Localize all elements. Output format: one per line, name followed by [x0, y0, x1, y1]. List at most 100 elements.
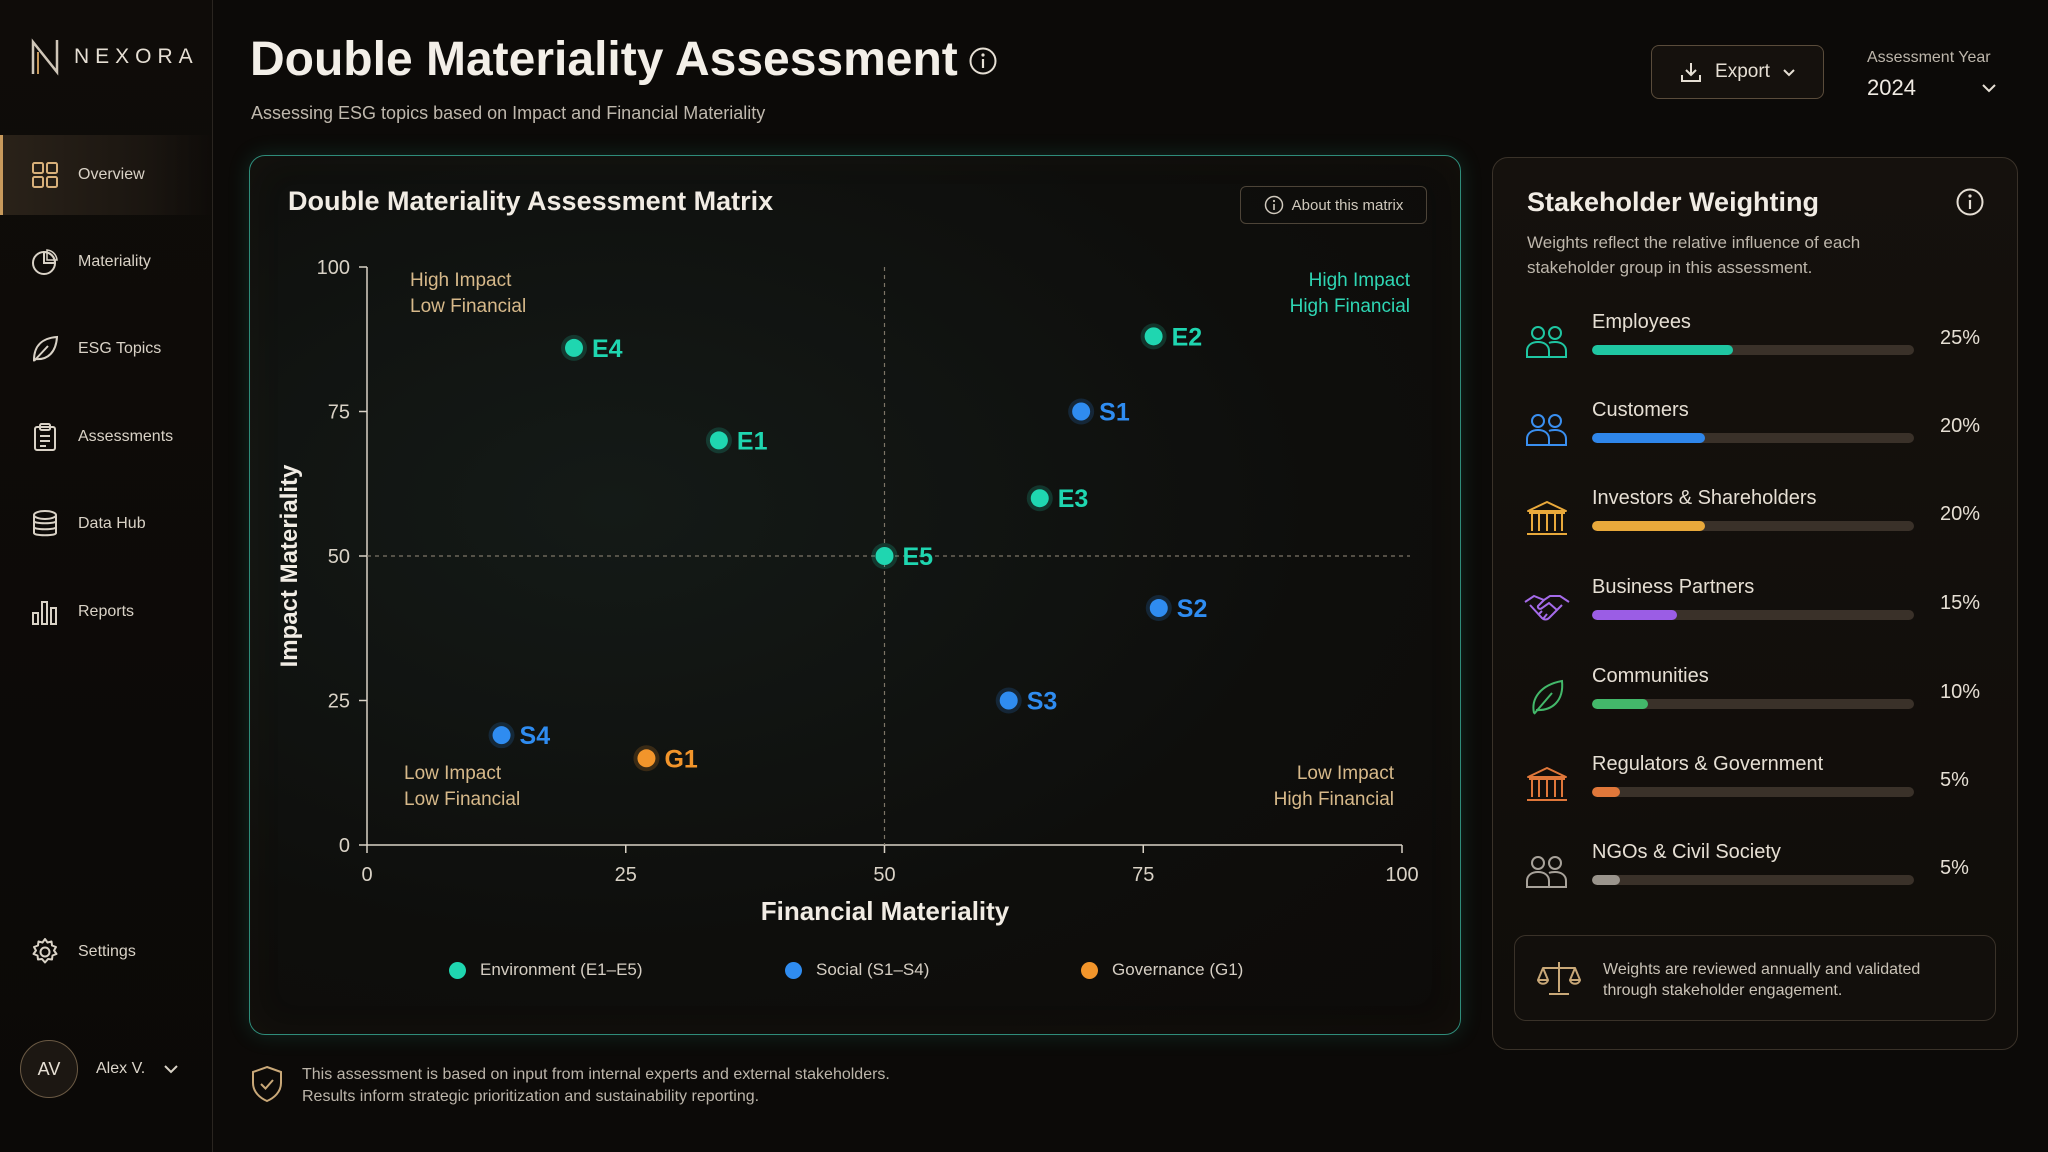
materiality-matrix-chart: High Impact Low Financial High Impact Hi… — [276, 257, 1419, 926]
stakeholder-weight-value: 10% — [1940, 681, 1981, 703]
page-title: Double Materiality Assessment — [250, 33, 958, 86]
data-point-marker — [1144, 327, 1163, 346]
clipboard-icon — [34, 423, 56, 451]
about-matrix-button[interactable]: About this matrix — [1240, 186, 1427, 224]
data-point-marker — [1149, 599, 1168, 618]
sidebar-item-overview[interactable]: Overview — [0, 135, 213, 215]
chevron-down-icon — [1783, 68, 1795, 76]
x-tick-label: 50 — [873, 864, 895, 886]
users-icon — [1522, 323, 1572, 363]
stakeholder-row: Business Partners 15% — [1522, 576, 1982, 636]
stakeholder-name: Business Partners — [1592, 576, 1755, 598]
info-icon[interactable] — [968, 46, 998, 76]
brand-logo[interactable]: NEXORA — [30, 38, 199, 76]
users-icon — [1522, 411, 1572, 451]
sidebar-item-esg-topics[interactable]: ESG Topics — [0, 309, 213, 389]
data-point-g1[interactable]: G1 — [633, 745, 698, 773]
data-point-label: E5 — [903, 543, 934, 571]
data-point-label: E3 — [1058, 485, 1089, 513]
data-point-e2[interactable]: E2 — [1140, 323, 1203, 351]
leaf-icon — [1522, 677, 1572, 717]
weights-note-text: Weights are reviewed annually and valida… — [1603, 961, 1921, 999]
quadrant-label-top-right: High Impact — [1309, 270, 1411, 291]
y-tick-label: 0 — [339, 835, 350, 857]
stakeholder-weight-bar — [1592, 433, 1914, 443]
legend-dot-social — [785, 961, 802, 979]
stakeholder-weight-value: 5% — [1940, 769, 1969, 791]
data-point-e1[interactable]: E1 — [705, 427, 768, 455]
sidebar-item-assessments[interactable]: Assessments — [0, 397, 213, 477]
stakeholder-weight-value: 20% — [1940, 503, 1981, 525]
page-subtitle: Assessing ESG topics based on Impact and… — [251, 103, 766, 123]
data-point-e3[interactable]: E3 — [1026, 485, 1089, 513]
x-axis-title: Financial Materiality — [761, 896, 1010, 926]
about-matrix-label: About this matrix — [1291, 196, 1404, 214]
stakeholder-weight-bar — [1592, 787, 1914, 797]
stakeholder-weight-fill — [1592, 875, 1621, 885]
assessment-year-value: 2024 — [1867, 75, 1916, 100]
sidebar-item-materiality[interactable]: Materiality — [0, 222, 213, 302]
sidebar-item-data-hub[interactable]: Data Hub — [0, 484, 213, 564]
quadrant-label-bottom-right: High Financial — [1274, 789, 1394, 810]
data-point-label: G1 — [664, 745, 697, 773]
sidebar-item-reports[interactable]: Reports — [0, 572, 213, 652]
stakeholder-row: Customers 20% — [1522, 399, 1982, 459]
stakeholder-weight-fill — [1592, 787, 1621, 797]
x-tick-label: 100 — [1385, 864, 1418, 886]
y-tick-label: 75 — [328, 402, 350, 424]
data-point-marker — [1030, 489, 1049, 508]
data-point-label: E2 — [1172, 323, 1203, 351]
data-point-s4[interactable]: S4 — [488, 722, 551, 750]
stakeholder-name: NGOs & Civil Society — [1592, 841, 1781, 863]
stakeholder-weight-fill — [1592, 699, 1649, 709]
scale-icon — [1537, 962, 1581, 995]
sidebar: NEXORA Overview Materiality ESG Topics — [0, 0, 213, 1152]
data-point-marker — [637, 749, 656, 768]
data-point-marker — [565, 338, 583, 357]
info-icon[interactable] — [1955, 187, 1985, 217]
data-point-marker — [492, 726, 511, 745]
legend-item-environment: Environment (E1–E5) — [449, 960, 643, 980]
sidebar-item-label: Reports — [78, 603, 135, 620]
shield-check-icon — [252, 1065, 282, 1103]
legend-label: Environment (E1–E5) — [480, 960, 643, 979]
bar-chart-icon — [32, 601, 57, 625]
matrix-title: Double Materiality Assessment Matrix — [288, 186, 774, 216]
quadrant-label-top-right: High Financial — [1290, 296, 1410, 317]
sidebar-item-label: Settings — [78, 943, 136, 960]
data-point-s2[interactable]: S2 — [1145, 595, 1208, 623]
assessment-year-select[interactable]: 2024 — [1867, 72, 1997, 104]
data-point-marker — [1072, 402, 1091, 421]
data-point-label: S2 — [1177, 595, 1208, 623]
user-menu[interactable]: AV Alex V. — [20, 1040, 179, 1098]
assessment-year-label: Assessment Year — [1867, 49, 1991, 66]
stakeholder-weight-value: 15% — [1940, 592, 1981, 614]
stakeholder-row: Communities 10% — [1522, 665, 1982, 725]
weights-note: Weights are reviewed annually and valida… — [1514, 935, 1996, 1021]
data-point-e5[interactable]: E5 — [871, 543, 934, 571]
y-tick-label: 100 — [317, 257, 350, 279]
data-point-e4[interactable]: E4 — [561, 334, 623, 363]
x-tick-label: 25 — [615, 864, 637, 886]
gear-icon — [32, 938, 58, 964]
stakeholder-name: Regulators & Government — [1592, 753, 1824, 775]
export-button[interactable]: Export — [1651, 45, 1824, 99]
sidebar-item-settings[interactable]: Settings — [0, 912, 213, 992]
y-axis-title: Impact Materiality — [276, 464, 303, 667]
data-point-s1[interactable]: S1 — [1068, 398, 1130, 427]
database-icon — [33, 510, 57, 537]
leaf-icon — [32, 335, 59, 362]
stakeholder-row: NGOs & Civil Society 5% — [1522, 841, 1982, 901]
matrix-panel — [249, 155, 1461, 1035]
chevron-down-icon — [164, 1065, 178, 1074]
grid-icon — [32, 162, 58, 188]
sidebar-item-label: Materiality — [78, 253, 151, 270]
y-tick-label: 50 — [328, 546, 350, 568]
quadrant-label-top-left: High Impact — [410, 270, 512, 291]
download-icon — [1681, 63, 1702, 82]
sidebar-item-label: Data Hub — [78, 515, 146, 532]
avatar: AV — [20, 1040, 78, 1098]
data-point-s3[interactable]: S3 — [995, 687, 1058, 716]
legend-label: Social (S1–S4) — [816, 960, 930, 979]
stakeholder-panel — [1492, 157, 2018, 1050]
